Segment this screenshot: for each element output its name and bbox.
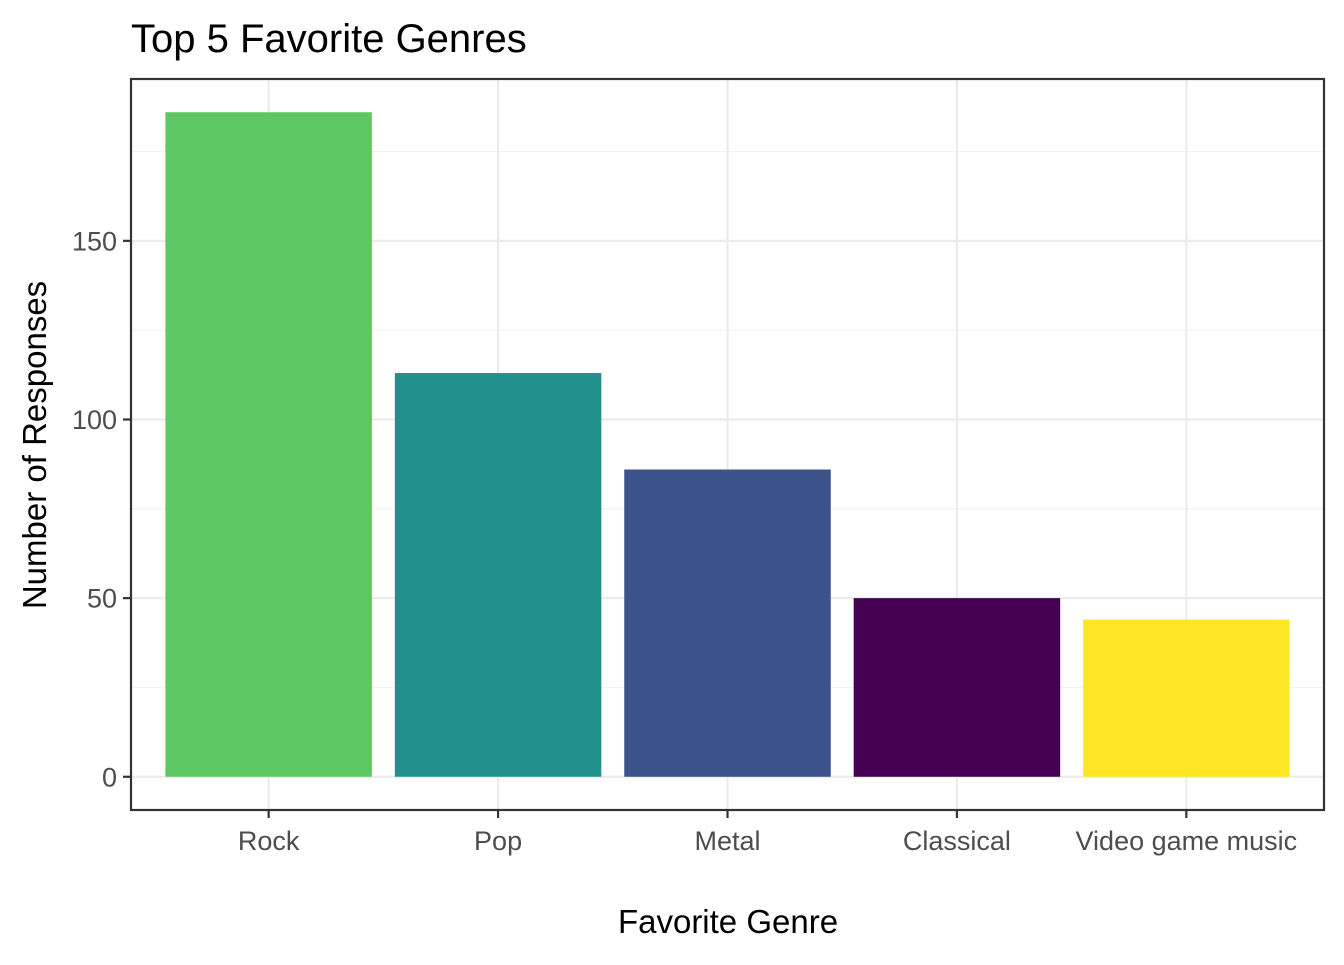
x-tick-label: Video game music bbox=[1076, 826, 1298, 856]
bar-rock bbox=[165, 112, 372, 777]
y-tick-label: 50 bbox=[87, 584, 117, 614]
x-tick-label: Rock bbox=[238, 826, 300, 856]
y-tick-label: 100 bbox=[72, 405, 117, 435]
x-tick-label: Metal bbox=[694, 826, 760, 856]
chart-title: Top 5 Favorite Genres bbox=[131, 17, 527, 61]
y-axis-title: Number of Responses bbox=[16, 281, 53, 609]
y-tick-label: 0 bbox=[102, 762, 117, 792]
axis-ticks: 0 50 100 150 Rock Pop Metal Classical Video game… bbox=[72, 226, 1297, 856]
bar-pop bbox=[394, 373, 602, 777]
x-tick-label: Classical bbox=[903, 826, 1011, 856]
bar-classical bbox=[853, 598, 1061, 777]
bars bbox=[165, 112, 1290, 777]
bar-video-game-music bbox=[1083, 619, 1290, 777]
x-tick-label: Pop bbox=[474, 826, 522, 856]
x-axis-title: Favorite Genre bbox=[618, 903, 838, 940]
bar-metal bbox=[624, 469, 831, 777]
y-tick-label: 150 bbox=[72, 226, 117, 256]
